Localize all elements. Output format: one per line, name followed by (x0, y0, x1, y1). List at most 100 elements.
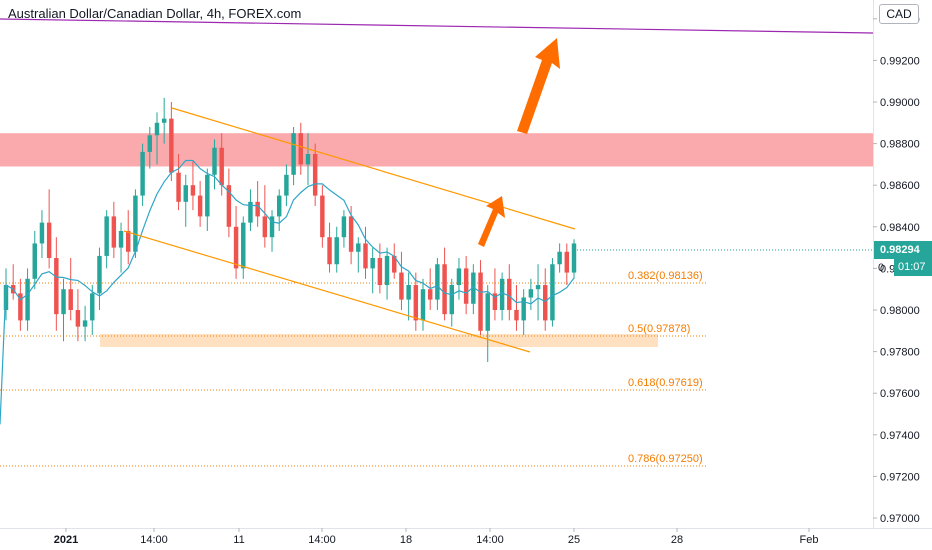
candle-body (154, 122, 160, 136)
candle-body (377, 258, 383, 286)
candle-body (478, 272, 483, 331)
big-up-arrow (517, 38, 560, 134)
candle-body (111, 216, 117, 248)
candle-body (543, 285, 548, 321)
candle-body (241, 222, 246, 269)
candle-body (39, 222, 45, 244)
time-tick-label: 14:00 (476, 534, 504, 546)
candle-body (521, 297, 526, 321)
candle-body (348, 216, 354, 252)
candle-body (226, 185, 232, 227)
fib-level-label: 0.382(0.98136) (628, 270, 703, 282)
fib-level-label: 0.786(0.97250) (628, 453, 703, 465)
candle-body (212, 147, 217, 175)
candle-body (118, 230, 124, 248)
candle-body (449, 285, 455, 315)
candle-body (18, 293, 23, 321)
candle-body (104, 216, 109, 256)
price-tick-label: 0.98000 (880, 305, 920, 317)
candle-body (276, 195, 282, 217)
candle-body (291, 133, 296, 175)
candle-body (140, 151, 145, 196)
candle-body (284, 174, 289, 196)
candle-body (471, 272, 476, 304)
candle-body (557, 251, 562, 265)
partial-price-label: 0 (878, 262, 885, 274)
price-tick-label: 0.98400 (880, 222, 920, 234)
candle-body (463, 268, 469, 304)
price-tick-label: 0.99200 (880, 55, 920, 67)
candle-body (54, 258, 59, 315)
candle-body (363, 243, 368, 269)
time-axis[interactable]: 2021 14:00 11 14:00 18 14:00 25 28 Feb (0, 528, 932, 546)
candle-body (456, 268, 462, 286)
candle-body (46, 222, 52, 258)
price-tick-label: 0.99000 (880, 97, 920, 109)
candle-body (133, 195, 138, 252)
candle-body (269, 216, 275, 238)
candle-body (255, 201, 260, 217)
time-tick-label: 2021 (54, 534, 78, 546)
time-tick-label: 28 (671, 534, 683, 546)
channel-upper-line (171, 107, 576, 230)
time-tick-label: Feb (800, 534, 819, 546)
resistance-zone (0, 133, 873, 167)
price-tick-label: 0.98600 (880, 180, 920, 192)
candle-body (384, 255, 390, 286)
candle-body (205, 174, 210, 217)
candle-body (413, 285, 419, 321)
candle-body (176, 172, 181, 202)
fibonacci-levels: 0.382(0.98136) 0.5(0.97878) 0.618(0.97619)… (0, 270, 706, 467)
fib-level-label: 0.618(0.97619) (628, 377, 703, 389)
candle-body (97, 255, 102, 294)
candle-body (320, 195, 325, 238)
candle-body (370, 258, 375, 269)
last-price-badge: 0.98294 (874, 241, 932, 259)
candle-body (356, 243, 361, 252)
candle-body (262, 216, 268, 238)
candle-body (75, 310, 81, 327)
candle-body (68, 289, 73, 310)
candle-body (327, 237, 332, 265)
candle-body (219, 147, 224, 186)
candle-body (420, 289, 426, 321)
candle-body (233, 226, 239, 269)
price-tick-label: 0.97800 (880, 347, 920, 359)
bar-countdown-badge: 01:07 (894, 259, 932, 276)
time-tick-label: 14:00 (140, 534, 168, 546)
candle-body (514, 310, 519, 321)
candle-body (427, 289, 433, 300)
candle-body (399, 272, 404, 300)
channel-lower-line (123, 230, 531, 353)
moving-average-line (0, 159, 575, 425)
candle-body (32, 243, 37, 279)
chart-title: Australian Dollar/Canadian Dollar, 4h, F… (8, 6, 302, 21)
candle-body (147, 135, 153, 152)
price-tick-label: 0.97400 (880, 430, 920, 442)
time-tick-label: 14:00 (308, 534, 336, 546)
support-zone (100, 334, 658, 347)
sma-polyline (0, 159, 575, 425)
candle-body (550, 264, 555, 321)
small-up-arrow (478, 196, 505, 247)
candle-body (25, 278, 30, 321)
price-tick-label: 0.97000 (880, 513, 920, 525)
candle-body (248, 201, 253, 223)
candle-body (535, 285, 541, 290)
candle-body (190, 185, 196, 196)
currency-badge[interactable]: CAD (879, 4, 919, 24)
candle-body (392, 255, 397, 273)
time-tick-label: 25 (568, 534, 580, 546)
candle-body (507, 278, 512, 310)
candle-body (341, 216, 347, 238)
candle-body (492, 293, 498, 310)
candle-body (312, 154, 318, 196)
candle-body (161, 118, 167, 123)
price-tick-label: 0.98800 (880, 139, 920, 151)
candle-body (305, 154, 311, 165)
time-tick-label: 18 (400, 534, 412, 546)
candle-body (90, 293, 95, 321)
candle-body (406, 285, 411, 300)
candle-body (169, 118, 174, 173)
